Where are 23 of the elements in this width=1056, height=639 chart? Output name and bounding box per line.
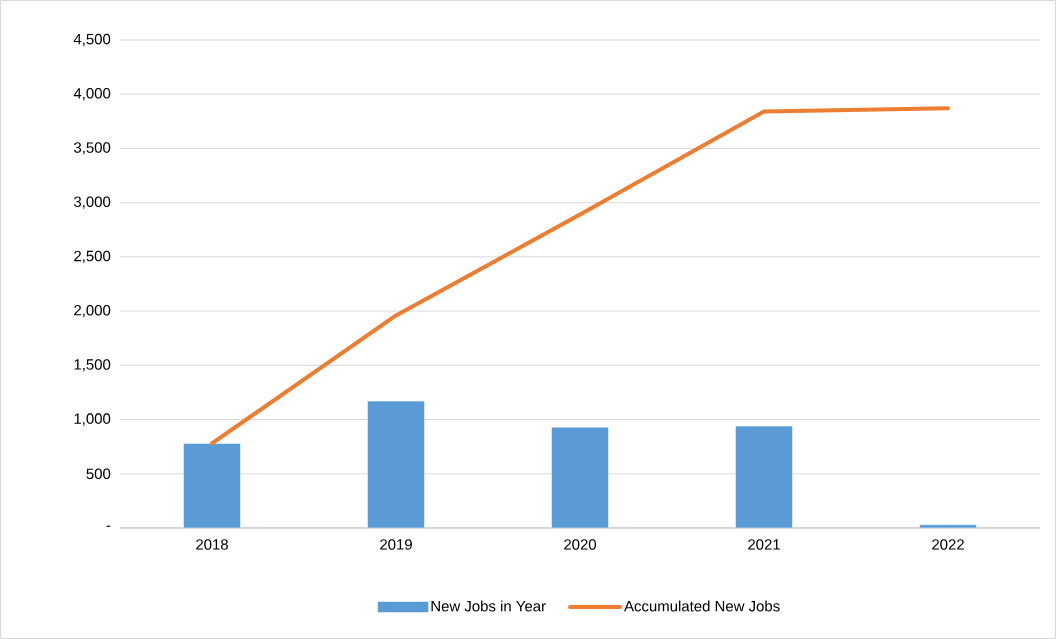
y-tick-label: -	[106, 525, 111, 527]
legend-label: New Jobs in Year	[431, 600, 546, 612]
y-tick-label: 500	[86, 468, 111, 480]
y-tick-label: 1,500	[74, 359, 111, 372]
bar	[735, 425, 793, 529]
x-tick-label: 2020	[564, 539, 597, 550]
y-tick-label: 3,000	[74, 196, 111, 209]
y-tick-label: 1,000	[74, 413, 111, 426]
x-tick-label: 2019	[380, 539, 412, 550]
y-tick-label: 4,500	[73, 33, 111, 47]
bar	[551, 426, 609, 529]
y-tick-label: 2,500	[74, 250, 111, 264]
y-tick-label: 3,500	[74, 142, 111, 155]
x-tick-label: 2021	[748, 539, 780, 550]
x-tick-label: 2018	[196, 539, 228, 550]
x-tick-label: 2022	[932, 539, 964, 550]
bar	[367, 400, 425, 529]
legend-label: Accumulated New Jobs	[624, 600, 780, 612]
y-tick-label: 2,000	[74, 304, 111, 318]
y-tick-label: 4,000	[73, 88, 111, 101]
line-series	[210, 106, 951, 446]
bar	[919, 524, 977, 529]
bar	[183, 443, 241, 529]
